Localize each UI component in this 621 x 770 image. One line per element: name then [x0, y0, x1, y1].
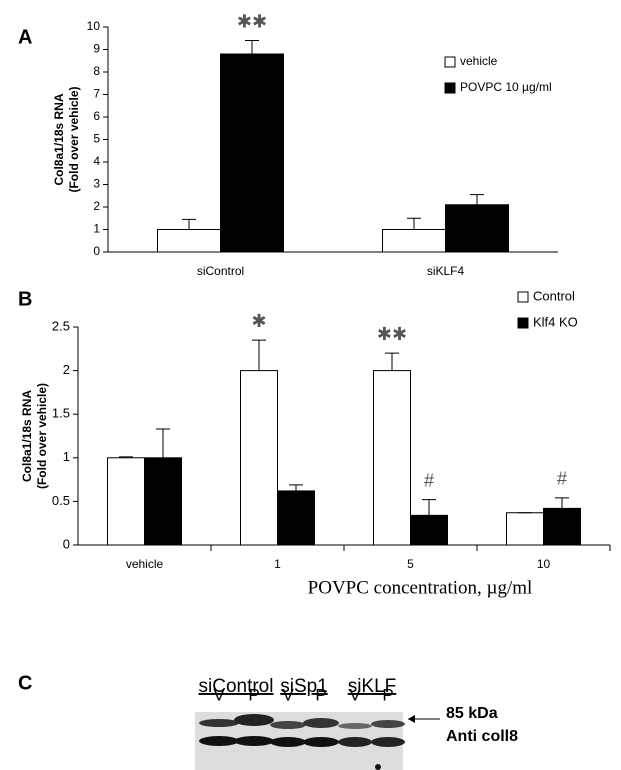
legend-label: POVPC 10 µg/ml: [460, 80, 552, 94]
legend-swatch: [517, 317, 529, 329]
legend-swatch: [444, 56, 456, 68]
legend-label: vehicle: [460, 54, 498, 68]
lane-label: V: [349, 685, 361, 704]
blot-band: [270, 737, 306, 747]
x-tick-label: 1: [274, 557, 281, 571]
lane-label: P: [382, 685, 393, 704]
x-tick-label: vehicle: [126, 557, 164, 571]
annotation: #: [424, 470, 434, 490]
y-axis-label: Col8a1/18s RNA: [20, 390, 34, 482]
blot-band: [234, 736, 274, 746]
bar: [543, 507, 581, 546]
y-tick-label: 6: [93, 109, 100, 123]
blot-band: [371, 737, 405, 747]
x-tick-label: 5: [407, 557, 414, 571]
bar: [410, 514, 448, 546]
y-tick-label: 2.5: [52, 318, 70, 333]
error-bar: [252, 339, 266, 371]
legend-swatch: [517, 291, 529, 303]
y-tick-label: 1.5: [52, 406, 70, 421]
y-tick-label: 3: [93, 177, 100, 191]
bar: [506, 512, 544, 546]
y-tick-label: 1: [93, 222, 100, 236]
annotation: ✱✱: [377, 324, 407, 344]
panel-letter: B: [18, 288, 32, 310]
x-axis-label: POVPC concentration, µg/ml: [308, 577, 533, 598]
bar: [157, 229, 221, 253]
legend-label: Klf4 KO: [533, 314, 578, 329]
legend-label: Control: [533, 288, 575, 303]
blot-band: [338, 737, 372, 747]
error-bar: [555, 497, 569, 509]
y-tick-label: 0: [93, 244, 100, 258]
error-bar: [119, 456, 133, 458]
y-tick-label: 4: [93, 154, 100, 168]
bar: [373, 370, 411, 546]
blot-band: [371, 720, 405, 728]
blot-band: [270, 721, 306, 729]
blot-band: [303, 718, 339, 728]
bar: [220, 53, 284, 253]
y-axis-label: Col8a1/18s RNA: [52, 93, 66, 185]
y-tick-label: 10: [87, 19, 101, 33]
y-tick-label: 8: [93, 64, 100, 78]
x-tick-label: siKLF4: [427, 264, 465, 278]
blot: [195, 712, 440, 770]
x-tick-label: siControl: [197, 264, 244, 278]
y-tick-label: 2: [63, 362, 70, 377]
annotation: ✱: [251, 311, 266, 331]
y-tick-label: 7: [93, 87, 100, 101]
blot-band: [199, 736, 239, 746]
lane-label: P: [315, 685, 326, 704]
blot-spot: [375, 764, 381, 770]
blot-band: [338, 723, 372, 729]
blot-group: siSp1: [280, 676, 328, 697]
error-bar: [289, 484, 303, 491]
y-tick-label: 9: [93, 42, 100, 56]
legend-swatch: [444, 82, 456, 94]
blot-marker: 85 kDa: [446, 705, 498, 722]
annotation: ✱✱: [237, 11, 267, 31]
blot-arrow-head: [408, 715, 415, 723]
blot-band: [234, 714, 274, 726]
panel-letter: C: [18, 672, 32, 694]
error-bar: [385, 352, 399, 371]
error-bar: [156, 428, 170, 458]
bar: [240, 370, 278, 546]
bar: [445, 204, 509, 253]
y-axis-label: (Fold over vehicle): [67, 86, 81, 192]
bar: [144, 457, 182, 546]
bar: [277, 490, 315, 546]
blot-band: [199, 719, 239, 727]
annotation: #: [557, 469, 567, 489]
blot-group: siKLF: [348, 676, 397, 697]
bar: [107, 457, 145, 546]
blot-antibody: Anti coll8: [446, 728, 518, 745]
y-tick-label: 0.5: [52, 493, 70, 508]
error-bar: [422, 499, 436, 516]
bar: [382, 229, 446, 253]
panel-letter: A: [18, 26, 32, 48]
y-tick-label: 5: [93, 132, 100, 146]
error-bar: [470, 194, 484, 205]
blot-group: siControl: [199, 676, 274, 697]
blot-band: [303, 737, 339, 747]
lane-label: V: [213, 685, 225, 704]
error-bar: [182, 218, 196, 230]
lane-label: P: [248, 685, 259, 704]
y-tick-label: 0: [63, 536, 70, 551]
x-tick-label: 10: [537, 557, 551, 571]
y-tick-label: 2: [93, 199, 100, 213]
lane-label: V: [282, 685, 294, 704]
error-bar: [407, 217, 421, 230]
y-tick-label: 1: [63, 449, 70, 464]
error-bar: [245, 40, 259, 54]
y-axis-label: (Fold over vehicle): [35, 383, 49, 489]
